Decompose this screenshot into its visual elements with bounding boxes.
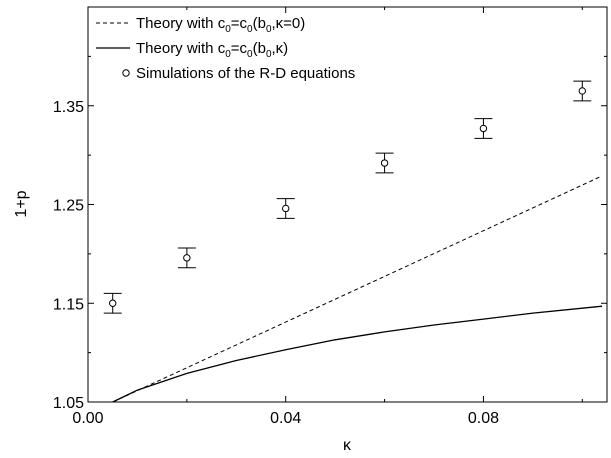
data-point — [282, 204, 290, 213]
series-line-solid — [112, 305, 603, 403]
data-point — [578, 87, 586, 95]
legend-label-dashed: Theory with c0=c0(b0,κ=0) — [136, 15, 305, 35]
y-tick-label: 1.15 — [53, 296, 84, 313]
legend-label-points: Simulations of the R-D equations — [136, 65, 355, 82]
x-tick-label: 0.08 — [468, 410, 499, 427]
x-tick-label: 0.00 — [72, 410, 103, 427]
x-axis-title: κ — [343, 437, 352, 454]
data-point — [380, 159, 389, 167]
legend-swatch-points — [122, 69, 130, 77]
series-line-dashed — [112, 175, 603, 403]
y-tick-label: 1.25 — [53, 198, 84, 215]
y-tick-label: 1.05 — [53, 395, 84, 412]
data-point — [479, 124, 488, 133]
data-point — [183, 254, 191, 262]
y-tick-label: 1.35 — [53, 99, 84, 116]
x-tick-label: 0.04 — [270, 410, 301, 427]
x-axis-ticks: 0.00 0.04 0.08 — [72, 7, 583, 427]
legend-label-solid: Theory with c0=c0(b0,κ) — [136, 40, 288, 60]
series-layer — [103, 80, 603, 403]
data-point — [109, 299, 117, 307]
y-axis-ticks: 1.05 1.15 1.25 1.35 — [53, 55, 607, 412]
legend: Theory with c0=c0(b0,κ=0) Theory with c0… — [96, 15, 355, 82]
y-axis-title: 1+p — [13, 190, 30, 217]
